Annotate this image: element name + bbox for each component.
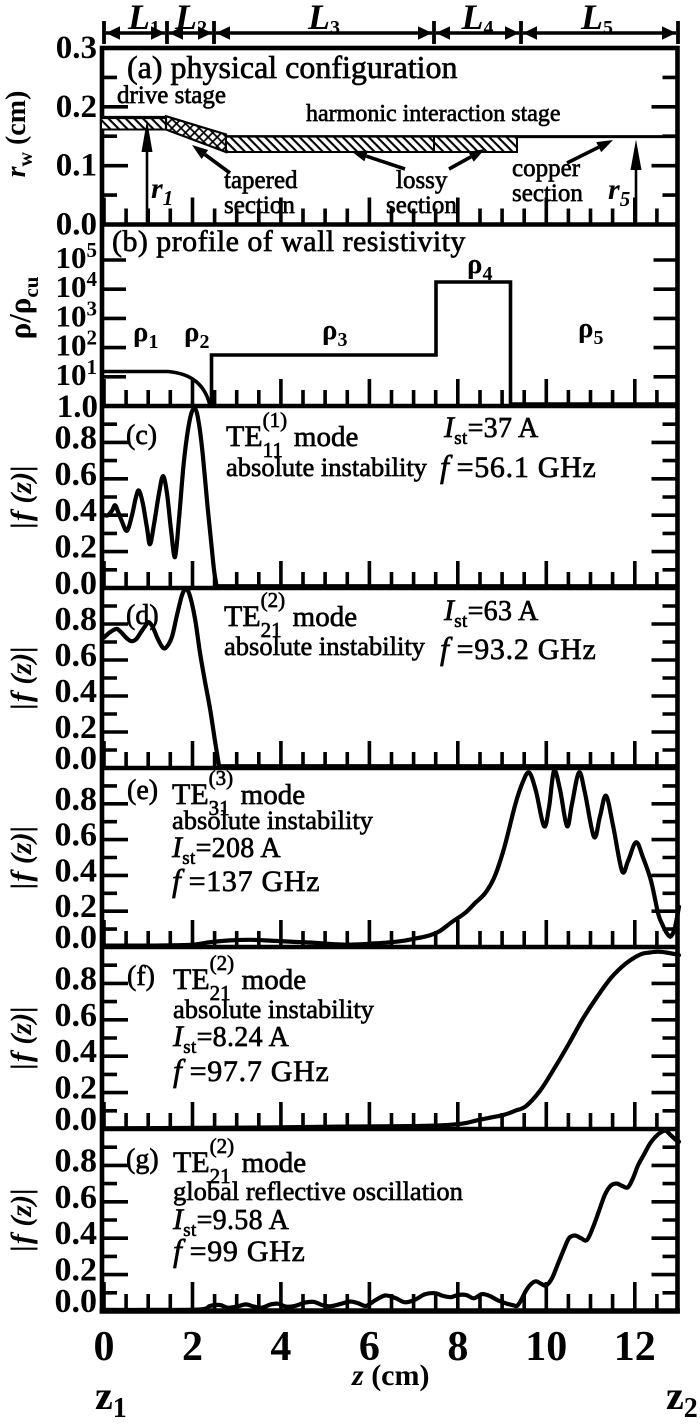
svg-text:|f (z)|: |f (z)|	[5, 646, 38, 709]
svg-text:0.2: 0.2	[55, 888, 98, 925]
svg-text:0.6: 0.6	[55, 637, 98, 674]
svg-text:f=56.1 GHz: f =56.1 GHz	[440, 448, 596, 484]
svg-text:0.0: 0.0	[56, 207, 97, 243]
svg-text:1.0: 1.0	[57, 389, 98, 425]
svg-text:global reflective oscillation: global reflective oscillation	[173, 1176, 463, 1206]
svg-text:|f (z)|: |f (z)|	[5, 1188, 38, 1251]
svg-text:(d): (d)	[126, 600, 159, 631]
svg-text:f=97.7 GHz: f =97.7 GHz	[173, 1052, 329, 1088]
svg-text:4: 4	[270, 1324, 291, 1370]
svg-text:0.8: 0.8	[55, 1142, 98, 1179]
svg-text:(a) physical configuration: (a) physical configuration	[127, 49, 458, 85]
svg-text:0.8: 0.8	[55, 419, 98, 456]
svg-text:0.6: 0.6	[55, 817, 98, 854]
svg-text:(g): (g)	[126, 1144, 159, 1175]
svg-text:6: 6	[359, 1324, 380, 1370]
svg-text:Ist=63 A: Ist=63 A	[443, 594, 539, 632]
svg-text:0.8: 0.8	[55, 601, 98, 638]
svg-text:0.4: 0.4	[55, 1215, 98, 1252]
svg-text:Ist=37 A: Ist=37 A	[443, 411, 539, 449]
svg-text:(e): (e)	[127, 775, 158, 806]
svg-text:f=93.2 GHz: f =93.2 GHz	[440, 630, 596, 666]
svg-text:12: 12	[614, 1324, 656, 1370]
svg-text:0.4: 0.4	[55, 492, 98, 529]
svg-text:0.3: 0.3	[56, 30, 97, 66]
svg-text:0.4: 0.4	[55, 1033, 98, 1070]
svg-text:0.0: 0.0	[55, 1283, 98, 1320]
svg-text:0.2: 0.2	[55, 709, 98, 746]
svg-text:Ist=9.58 A: Ist=9.58 A	[172, 1203, 290, 1241]
svg-text:copper: copper	[512, 155, 581, 182]
svg-text:0.6: 0.6	[55, 1179, 98, 1216]
svg-text:absolute instability: absolute instability	[226, 452, 428, 482]
svg-text:0.1: 0.1	[56, 148, 97, 184]
svg-text:absolute instability: absolute instability	[172, 805, 374, 835]
svg-text:0.2: 0.2	[55, 1070, 98, 1107]
svg-text:8: 8	[447, 1324, 468, 1370]
svg-text:0.0: 0.0	[55, 740, 98, 777]
svg-text:Ist=8.24 A: Ist=8.24 A	[172, 1020, 290, 1058]
svg-text:0.0: 0.0	[55, 1101, 98, 1138]
svg-text:tapered: tapered	[224, 167, 298, 194]
svg-text:rw (cm): rw (cm)	[1, 91, 37, 178]
svg-text:absolute instability: absolute instability	[173, 994, 375, 1024]
svg-text:section: section	[224, 192, 295, 219]
svg-text:|f (z)|: |f (z)|	[5, 465, 38, 528]
svg-text:z (cm): z (cm)	[351, 1359, 429, 1392]
svg-text:|f (z)|: |f (z)|	[5, 826, 38, 889]
svg-text:0.2: 0.2	[55, 1252, 98, 1289]
svg-text:Ist=208 A: Ist=208 A	[171, 831, 281, 869]
svg-text:0.0: 0.0	[55, 919, 98, 956]
svg-text:harmonic interaction stage: harmonic interaction stage	[306, 101, 561, 127]
svg-text:0: 0	[94, 1324, 115, 1370]
svg-text:2: 2	[182, 1324, 203, 1370]
svg-text:lossy: lossy	[396, 167, 448, 194]
svg-text:10: 10	[525, 1324, 567, 1370]
svg-text:0.2: 0.2	[55, 529, 98, 566]
svg-text:ρ1: ρ1	[133, 316, 159, 353]
svg-text:(c): (c)	[126, 420, 157, 451]
svg-text:0.6: 0.6	[55, 997, 98, 1034]
svg-text:0.2: 0.2	[56, 89, 97, 125]
svg-text:absolute instability: absolute instability	[224, 631, 426, 661]
svg-text:(b) profile of wall resistivit: (b) profile of wall resistivity	[112, 225, 466, 258]
svg-text:0.0: 0.0	[55, 565, 98, 602]
svg-text:f=137 GHz: f =137 GHz	[172, 862, 320, 898]
svg-text:section: section	[512, 180, 583, 207]
svg-text:0.4: 0.4	[55, 852, 98, 889]
svg-text:section: section	[386, 192, 457, 219]
svg-text:drive stage: drive stage	[117, 82, 226, 109]
svg-text:0.8: 0.8	[55, 781, 98, 818]
svg-text:0.6: 0.6	[55, 456, 98, 493]
svg-text:|f (z)|: |f (z)|	[5, 1006, 38, 1069]
svg-text:f=99 GHz: f =99 GHz	[173, 1232, 306, 1268]
svg-text:(f): (f)	[127, 961, 155, 992]
svg-text:0.4: 0.4	[55, 673, 98, 710]
svg-text:0.8: 0.8	[55, 960, 98, 997]
